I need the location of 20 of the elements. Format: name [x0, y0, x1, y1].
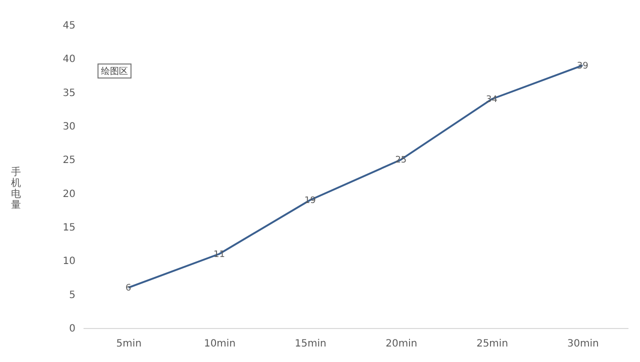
y-tick-label: 10	[62, 256, 76, 268]
y-axis-title: 手机电量	[10, 166, 21, 211]
y-tick-label: 0	[69, 324, 76, 334]
y-tick-label: 25	[62, 155, 76, 166]
x-tick-label: 10min	[204, 338, 236, 350]
x-tick-label: 25min	[476, 338, 508, 350]
y-tick-label: 20	[62, 188, 76, 200]
x-tick-label: 5min	[116, 338, 142, 350]
data-label: 39	[576, 61, 589, 72]
x-tick-label: 15min	[294, 338, 326, 350]
y-tick-label: 40	[62, 54, 76, 66]
y-tick-label: 45	[62, 20, 76, 32]
y-tick-label: 30	[62, 122, 76, 132]
y-tick-label: 35	[62, 88, 76, 99]
data-label: 6	[126, 284, 132, 294]
y-tick-label: 5	[69, 290, 76, 301]
annotation: 绘图区	[101, 66, 128, 77]
y-tick-label: 15	[62, 222, 76, 234]
x-tick-label: 20min	[386, 338, 418, 350]
x-tick-label: 30min	[567, 338, 599, 350]
